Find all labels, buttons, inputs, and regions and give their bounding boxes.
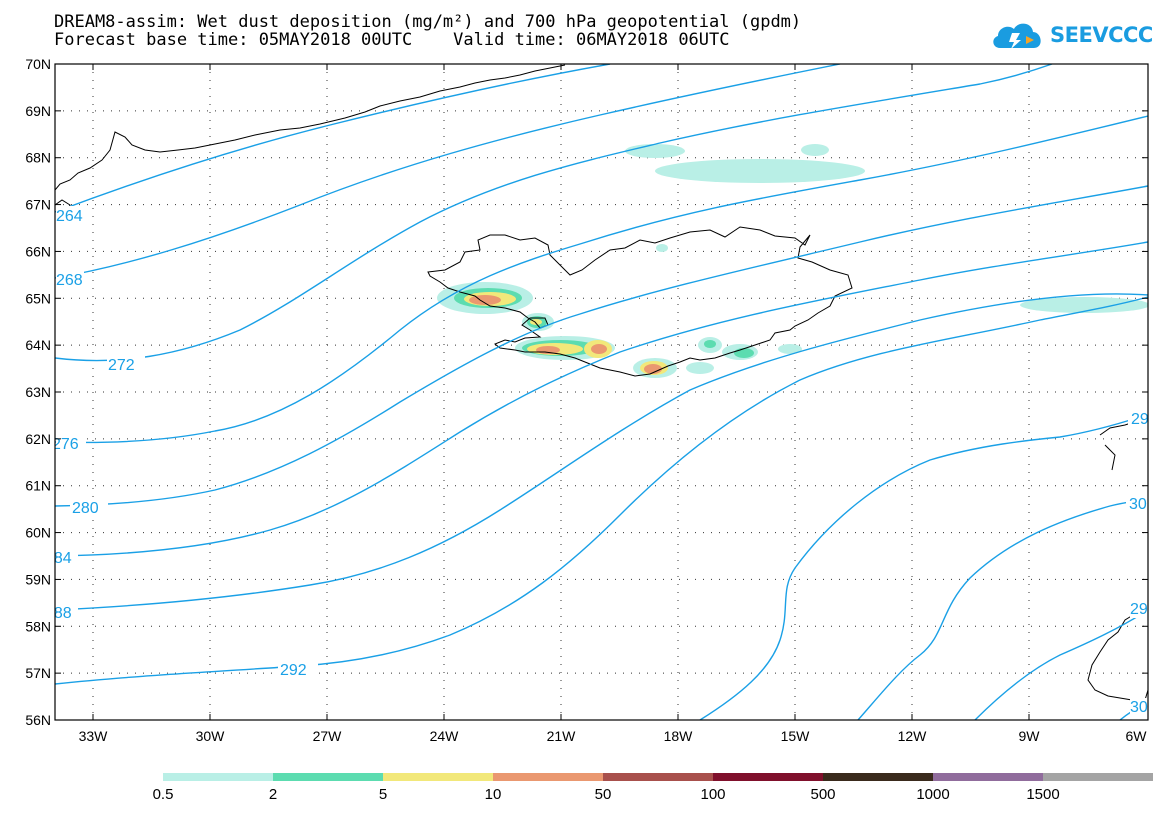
lon-label: 24W [430,728,460,744]
lat-label: 68N [25,150,51,166]
lon-label: 27W [313,728,343,744]
lat-label: 69N [25,103,51,119]
lon-label: 6W [1126,728,1148,744]
legend-label: 1500 [1026,786,1060,803]
legend-label: 10 [484,786,502,803]
legend-label: 100 [700,786,726,803]
legend-swatch [273,773,383,781]
contour-276 [55,115,1148,444]
legend-label: 0.5 [152,786,174,803]
contour-label-302: 30 [1130,699,1148,716]
contour-296 [699,416,1141,720]
lat-label: 57N [25,665,51,681]
contour-label-298: 29 [1130,601,1148,618]
contour-label-276: 276 [52,436,79,453]
lat-label: 64N [25,337,51,353]
contour-264 [55,64,611,213]
contour-label-268: 268 [56,272,83,289]
contour-272 [55,64,1053,362]
lat-label: 67N [25,197,51,213]
legend-swatch [933,773,1043,781]
lat-label: 70N [25,56,51,72]
map-title: DREAM8-assim: Wet dust deposition (mg/m²… [54,12,802,32]
cloud-icon [993,23,1041,49]
lat-label: 63N [25,384,51,400]
lon-label: 33W [79,728,109,744]
lat-label: 56N [25,712,51,728]
legend-label: 1000 [916,786,950,803]
contour-labels: 264 268 272 276 280 284 288 292 29 30 29… [45,206,1149,716]
lat-label: 62N [25,431,51,447]
lon-label: 30W [196,728,226,744]
legend-swatch [163,773,273,781]
axis-ticks [55,63,1148,721]
lon-label: 18W [664,728,694,744]
colorbar-legend [163,773,1153,781]
latitude-labels: 70N 69N 68N 67N 66N 65N 64N 63N 62N 61N 60N 59N 58N 5… [25,56,51,728]
lat-label: 59N [25,571,51,587]
lon-label: 9W [1019,728,1041,744]
map-frame [54,63,1149,721]
lat-label: 61N [25,478,51,494]
legend-swatch [603,773,713,781]
lat-label: 65N [25,290,51,306]
graticule [55,64,1148,720]
coastlines [55,64,1148,716]
legend-label: 50 [594,786,612,803]
norway-coastline [1087,419,1148,705]
map-subtitle: Forecast base time: 05MAY2018 00UTC Vali… [54,30,730,50]
contour-label-284: 284 [45,550,72,567]
contour-label-264: 264 [56,208,83,225]
contour-284 [55,241,1148,557]
lon-label: 21W [547,728,577,744]
legend-label: 500 [810,786,836,803]
contour-268 [55,64,841,279]
contour-label-272: 272 [108,357,135,374]
contour-label-280: 280 [72,500,99,517]
geopotential-contours [55,64,1148,720]
legend-label: 5 [378,786,388,803]
legend-swatch [383,773,493,781]
contour-300 [857,498,1148,720]
iceland-coastline [427,226,853,377]
contour-288 [55,293,1148,611]
contour-label-288: 288 [45,605,72,622]
legend-swatch [713,773,823,781]
legend-swatch [1043,773,1153,781]
contour-label-292: 292 [280,662,307,679]
legend-swatch [823,773,933,781]
contour-298 [974,609,1148,720]
logo-text: SEEVCCC [1050,23,1153,47]
greenland-coastline [55,64,566,191]
lat-label: 66N [25,243,51,259]
legend-swatch [493,773,603,781]
lat-label: 58N [25,618,51,634]
lat-label: 60N [25,525,51,541]
contour-label-300: 30 [1129,496,1147,513]
lon-label: 15W [781,728,811,744]
contour-280 [55,185,1148,507]
seevccc-logo: SEEVCCC [990,18,1153,52]
dust-deposition-shading [437,144,1148,378]
longitude-labels: 33W 30W 27W 24W 21W 18W 15W 12W 9W 6W [79,728,1148,744]
legend-label: 2 [268,786,278,803]
contour-label-296: 29 [1131,411,1149,428]
lon-label: 12W [898,728,928,744]
